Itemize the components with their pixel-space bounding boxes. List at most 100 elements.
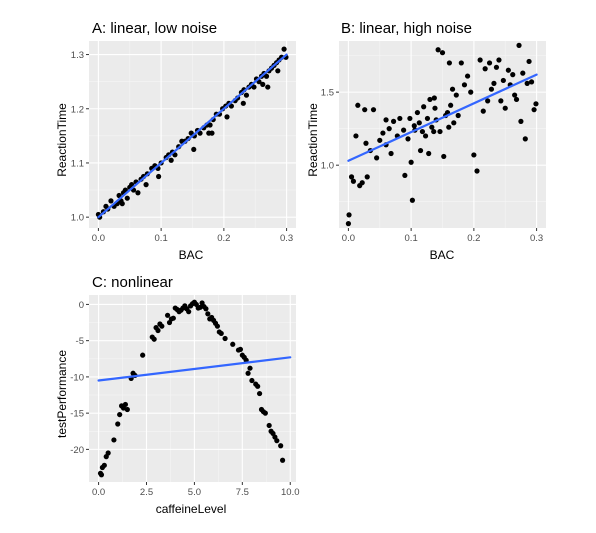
panel-a-x-tick-label: 0.3 [280,233,293,244]
panel-c-point [115,421,121,427]
panel-c-point [256,390,263,397]
panel-b-y-tick-label: 1.5 [321,88,334,99]
panel-c-x-tick-label: 10.0 [281,487,300,498]
panel-a-point [143,182,149,188]
panel-c-y-tick-label: -15 [70,409,84,420]
panel-a-point [156,173,162,180]
panel-c-xlabel: caffeineLevel [156,502,227,516]
panel-b-point [411,123,417,129]
panel-a-point [191,146,197,153]
panel-c-point [214,323,221,329]
panel-c-fit-line [97,356,292,382]
panel-b-point [355,102,361,108]
panel-c-point [124,406,130,413]
panel-b-point [513,96,520,103]
panel-b-point [416,120,422,126]
panel-b-point [505,67,511,73]
panel-c-point [122,401,129,408]
panel-b-point [386,126,392,132]
panel-b-point [431,95,437,101]
panel-b-point [491,80,497,86]
panel-b-point [516,42,522,48]
panel-b-x-ticks: 0.0 0.1 0.2 0.3 [342,228,543,244]
panel-b-point [464,73,471,79]
panel-b-point [493,64,500,70]
panel-a-point [281,46,287,52]
panel-c-point [98,472,105,478]
panel-b-point [471,152,477,158]
panel-a-y-tick-label: 1.2 [71,104,84,115]
panel-b-x-tick-label: 0.2 [467,233,480,244]
panel-b-point [424,115,431,122]
panel-c-x-tick-label: 2.5 [140,487,153,498]
panel-a-xlabel: BAC [179,248,204,262]
panel-b-y-ticks: 1.0 1.5 [321,88,339,172]
panel-c-point [203,306,209,312]
panel-b-point [477,57,483,63]
panel-c-points [97,299,286,478]
panel-a-x-ticks: 0.0 0.1 0.2 0.3 [92,228,293,244]
panel-c-background [89,295,296,482]
panel-c-y-tick-label: 0 [79,300,84,311]
panel-b-point [480,108,486,114]
panel-b-grid [339,41,546,228]
panel-a-point [119,201,125,207]
panel-c-point [222,335,228,342]
panel-b-point [401,127,407,133]
panel-b-point [431,128,437,135]
panel-b-point [486,60,493,66]
panel-a-point [263,73,270,79]
panel-b-title: B: linear, high noise [341,20,472,37]
panel-a-fit-line [97,53,288,219]
panel-b-point [364,174,370,180]
panel-b-point [512,92,518,98]
panel-b-point [455,112,461,119]
panel-b-ylabel: ReactionTime [306,103,320,177]
panel-b-point [439,50,446,56]
panel-c-point [140,352,146,358]
panel-b-point [448,102,454,108]
panel-b-xlabel: BAC [430,248,455,262]
panel-a-point [260,81,266,87]
panel-a-x-tick-label: 0.0 [92,233,105,244]
panel-b-point [353,133,359,139]
panel-c-point [101,462,107,468]
panel-b-point [482,66,488,72]
panel-b-point [522,136,528,142]
panel-b-point [437,128,443,135]
panel-b-point [363,140,369,146]
panel-b-point [458,60,464,66]
panel-b-point [422,133,429,139]
panel-b-point [446,124,452,130]
panel-b-point [427,96,433,103]
panel-b-point [350,178,357,184]
panel-b-point [359,180,365,186]
panel-c-point [151,336,157,342]
panel-a-point [265,84,271,90]
panel-c-point [262,410,268,416]
panel-c-y-tick-label: -20 [70,445,84,456]
panel-c-point [249,377,255,384]
panel-c-point [117,411,123,418]
panel-c-ylabel: testPerformance [55,350,69,438]
panel-b-point [533,101,539,107]
panel-a-point [207,122,213,128]
panel-a-y-tick-label: 1.1 [71,158,84,169]
panel-b-point [390,118,397,124]
panel-a-x-tick-label: 0.1 [155,233,168,244]
panel-b-fit-line [347,73,538,162]
panel-b-point [370,107,377,113]
panel-c-point [274,438,280,444]
panel-a-x-tick-label: 0.2 [217,233,230,244]
panel-b-point [453,92,459,98]
panel-b-point [409,197,415,203]
panel-a-point [251,84,257,90]
panel-a-point [275,68,281,74]
panel-a-point [224,114,230,120]
panel-c-x-ticks: 0.0 2.5 5.0 7.5 10.0 [92,482,300,498]
panel-b-point [461,82,468,88]
panel-b-x-tick-label: 0.3 [530,233,543,244]
panel-b-point [408,159,414,165]
panel-b-point [441,153,447,160]
panel-b-point [346,212,352,218]
